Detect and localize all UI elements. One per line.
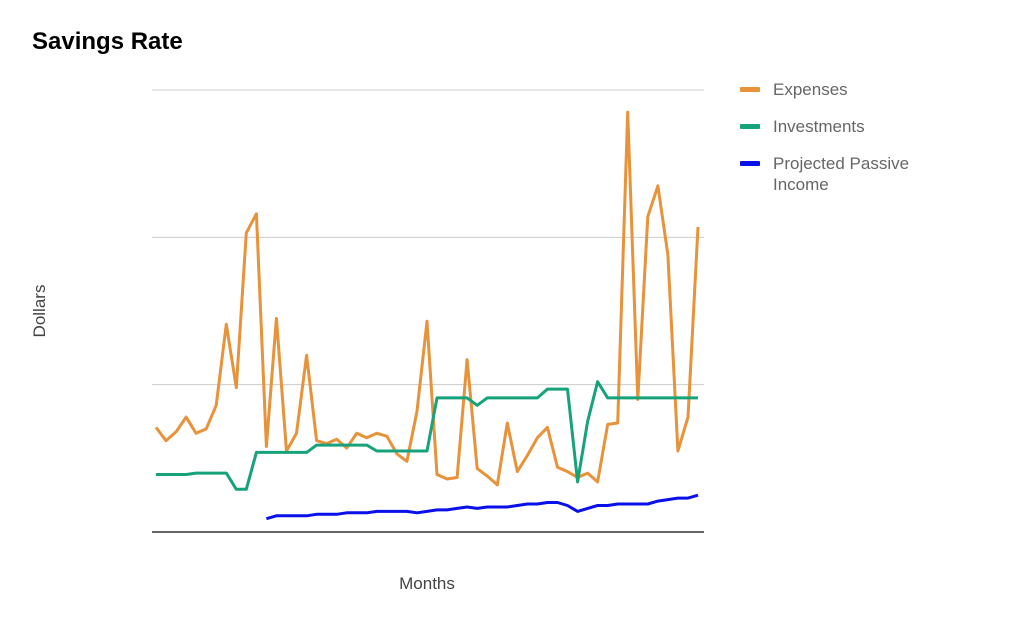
series-line-projected-passive-income [265,493,699,521]
legend-label: Investments [773,117,865,136]
legend-swatch [740,161,760,166]
chart-title: Savings Rate [32,28,183,55]
legend-item[interactable]: Investments [740,116,963,137]
legend-swatch [740,124,760,129]
x-axis-label: Months [399,574,455,593]
legend-swatch [740,87,760,92]
series-line-expenses [154,110,700,487]
legend-label: Expenses [773,80,848,99]
legend-label: Projected Passive Income [773,154,910,194]
series-line-investments [156,380,698,491]
legend-item[interactable]: Expenses [740,79,963,100]
legend-item[interactable]: Projected Passive Income [740,153,963,195]
